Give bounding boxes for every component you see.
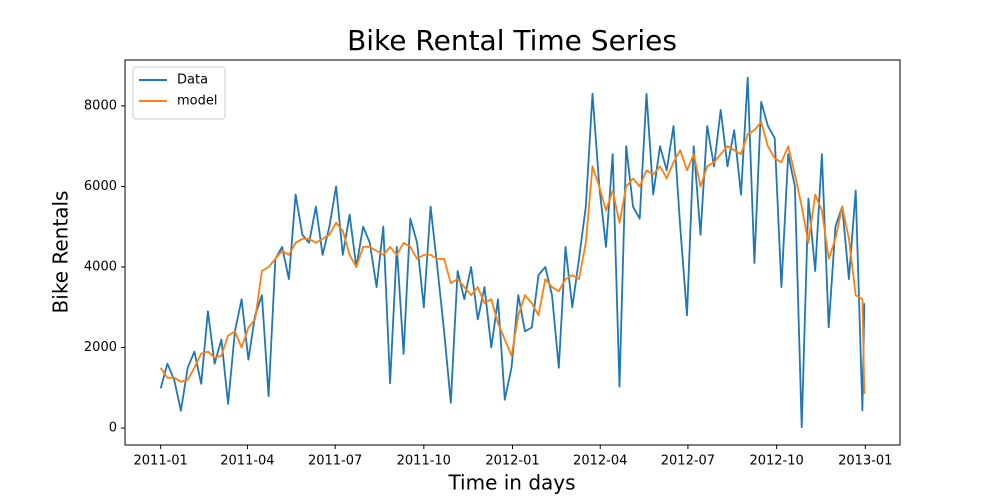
x-tick-label: 2012-04 (573, 454, 627, 469)
y-tick-label: 4000 (84, 259, 117, 274)
x-tick-label: 2012-07 (661, 454, 715, 469)
y-tick-label: 6000 (84, 179, 117, 194)
x-tick-label: 2011-01 (134, 454, 188, 469)
x-tick-label: 2011-07 (308, 454, 362, 469)
data-line (159, 121, 866, 394)
x-tick-label: 2013-01 (838, 454, 892, 469)
legend-label: Data (177, 73, 208, 88)
x-tick-label: 2012-01 (485, 454, 539, 469)
legend-label: model (177, 94, 217, 109)
data-line (159, 76, 866, 429)
y-tick-label: 0 (109, 421, 117, 436)
x-tick-label: 2012-10 (749, 454, 803, 469)
x-tick-label: 2011-04 (220, 454, 274, 469)
plot-frame (124, 59, 901, 446)
x-axis-label: Time in days (447, 471, 575, 495)
x-tick-label: 2011-10 (397, 454, 451, 469)
chart-title: Bike Rental Time Series (347, 24, 677, 57)
y-tick-label: 2000 (84, 340, 117, 355)
y-axis-label: Bike Rentals (49, 191, 73, 314)
y-tick-label: 8000 (84, 98, 117, 113)
